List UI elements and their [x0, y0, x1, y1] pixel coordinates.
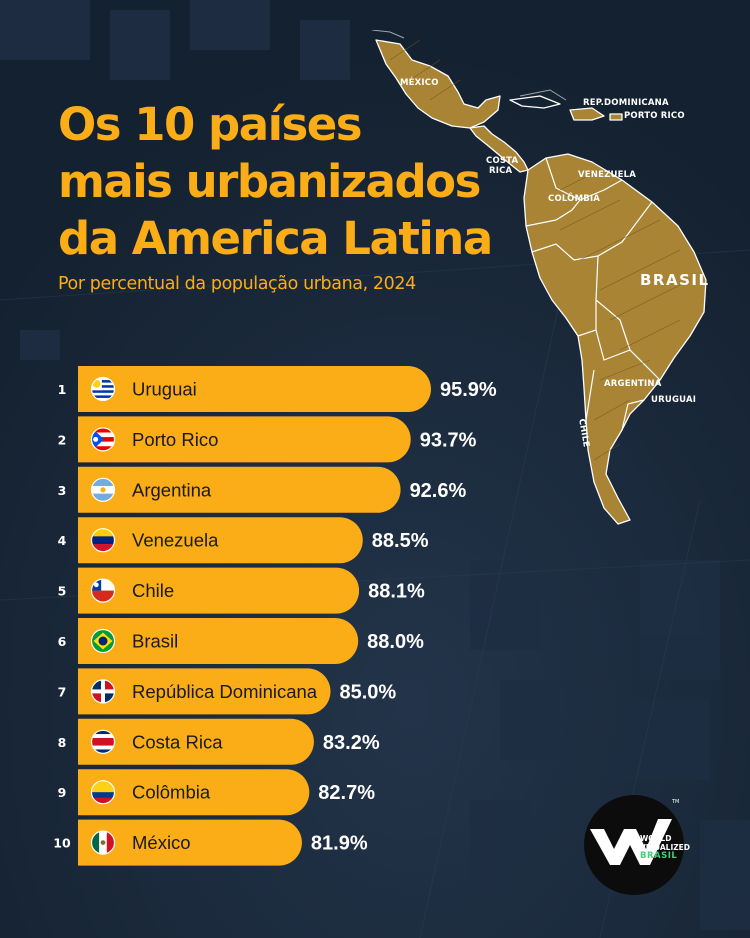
value-label: 81.9% [311, 833, 368, 855]
rank-label: 9 [58, 785, 67, 800]
map-label-dominican-republic: REP.DOMINICANA [583, 98, 669, 108]
brazil-flag [90, 628, 116, 654]
category-label: Chile [132, 580, 174, 601]
dominican-republic-shape [569, 107, 605, 121]
bar-group: 8 Costa Rica 83.2% [58, 718, 380, 765]
mexico-shape [375, 39, 501, 129]
category-label: Uruguai [132, 379, 197, 400]
bar [78, 366, 431, 412]
map-label-mexico: MÉXICO [400, 78, 439, 88]
uruguay-flag [90, 376, 116, 402]
bar-group: 6 Brasil 88.0% [58, 618, 424, 664]
value-label: 82.7% [318, 782, 375, 804]
category-label: Brasil [132, 631, 178, 652]
rank-label: 2 [58, 432, 67, 447]
logo-line-world: WORLD [640, 834, 672, 843]
bar [78, 819, 302, 866]
map-label-colombia: COLÔMBIA [548, 194, 601, 204]
rank-label: 1 [58, 382, 67, 397]
bar-group: 7 República Dominicana 85.0% [58, 668, 397, 715]
logo-wordmark: WORLD VISUALIZED BRASIL [640, 834, 691, 861]
value-label: 92.6% [410, 480, 467, 502]
wv-logo-icon [590, 819, 672, 865]
costa-rica-flag [90, 729, 116, 754]
bar-group: 3 Argentina 92.6% [58, 466, 467, 513]
category-label: Colômbia [132, 782, 211, 803]
value-label: 88.5% [372, 530, 429, 552]
category-label: México [132, 832, 191, 853]
bar [78, 618, 359, 664]
map-label-argentina: ARGENTINA [604, 379, 662, 389]
value-label: 95.9% [440, 379, 497, 401]
rank-label: 10 [53, 836, 71, 851]
bar-group: 5 Chile 88.1% [58, 567, 425, 614]
bar [78, 466, 401, 513]
bar [78, 769, 310, 816]
title-line-2: mais urbanizados [58, 155, 481, 208]
puerto-rico-shape [609, 113, 623, 121]
map-label-puerto-rico: PORTO RICO [624, 111, 685, 121]
mexico-flag [90, 830, 116, 855]
map-label-rica: RICA [489, 166, 513, 176]
value-label: 88.0% [367, 631, 424, 653]
argentina-flag [90, 477, 116, 502]
chart-subtitle: Por percentual da população urbana, 2024 [58, 274, 416, 294]
rank-label: 5 [58, 584, 67, 599]
puerto-rico-flag [90, 427, 116, 452]
south-america-shape [523, 153, 707, 525]
page-title: Os 10 países mais urbanizados da America… [58, 96, 518, 267]
map-label-brasil: BRASIL [640, 271, 710, 289]
bar [78, 567, 360, 614]
category-label: Porto Rico [132, 429, 218, 450]
value-label: 85.0% [340, 681, 397, 703]
value-label: 93.7% [420, 429, 477, 451]
world-visualized-logo [584, 795, 684, 895]
rank-label: 7 [58, 684, 67, 699]
category-label: Venezuela [132, 530, 219, 551]
bar [78, 517, 363, 564]
dominican-republic-flag [90, 679, 116, 704]
bar [78, 668, 331, 715]
bar-group: 4 Venezuela 88.5% [58, 517, 429, 564]
map-label-uruguai: URUGUAI [651, 395, 697, 405]
value-label: 83.2% [323, 732, 380, 754]
cuba-shape [509, 95, 561, 109]
bar-group: 1 Uruguai 95.9% [58, 366, 497, 412]
map-label-venezuela: VENEZUELA [578, 170, 636, 180]
rank-label: 4 [58, 533, 67, 548]
category-label: Costa Rica [132, 731, 223, 752]
trademark-mark: TM [672, 799, 680, 805]
logo-line-visualized: VISUALIZED [640, 842, 691, 852]
bar-group: 9 Colômbia 82.7% [58, 769, 375, 816]
category-label: Argentina [132, 479, 212, 500]
rank-label: 3 [58, 483, 67, 498]
colombia-flag [90, 780, 116, 805]
title-line-3: da America Latina [58, 212, 493, 265]
bar [78, 416, 411, 463]
venezuela-flag [90, 528, 116, 553]
category-label: República Dominicana [132, 681, 318, 702]
bar [78, 718, 314, 765]
value-label: 88.1% [368, 581, 425, 603]
title-line-1: Os 10 países [58, 98, 363, 151]
rank-label: 8 [58, 735, 67, 750]
chile-flag [90, 578, 116, 603]
bar-group: 10 México 81.9% [53, 819, 368, 866]
map-label-costa: COSTA [486, 156, 519, 166]
bar-group: 2 Porto Rico 93.7% [58, 416, 477, 463]
latin-america-map [371, 30, 707, 525]
logo-line-brasil: BRASIL [640, 851, 678, 861]
rank-label: 6 [58, 634, 67, 649]
